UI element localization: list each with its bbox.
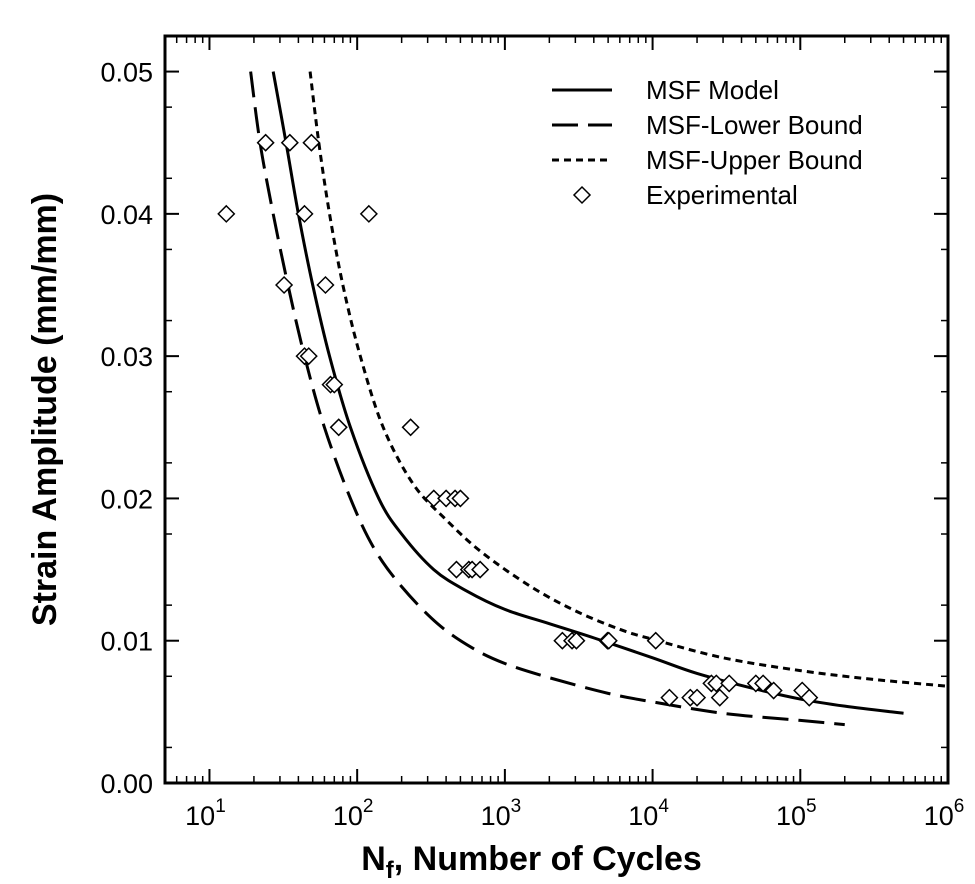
experimental-point: [707, 674, 726, 693]
y-axis-title: Strain Amplitude (mm/mm): [26, 193, 64, 626]
ticks-layer: 0.00 0.01 0.02 0.03 0.04 0.05 101 102 103 104 105 1…: [100, 35, 965, 831]
experimental-point: [451, 489, 470, 508]
legend-label: Experimental: [646, 180, 798, 210]
x-axis-title-rest: , Number of Cycles: [394, 840, 702, 878]
experimental-point: [764, 681, 783, 700]
legend-label: MSF-Lower Bound: [646, 110, 863, 140]
experimental-point: [754, 674, 773, 693]
x-tick-label: 103: [481, 796, 522, 831]
experimental-point: [329, 418, 348, 437]
experimental-point: [599, 631, 618, 650]
x-tick-label: 104: [628, 796, 669, 831]
experimental-point: [447, 560, 466, 579]
markers-layer: [217, 133, 819, 707]
experimental-point: [660, 688, 679, 707]
experimental-point: [295, 204, 314, 223]
experimental-point: [275, 275, 294, 295]
experimental-point: [471, 560, 490, 579]
y-tick-label: 0.05: [100, 58, 153, 88]
experimental-point: [800, 688, 819, 707]
x-axis-title-main: N: [361, 840, 386, 878]
x-axis-title-sub: f: [386, 857, 395, 884]
experimental-point: [280, 133, 299, 152]
legend-label: MSF Model: [646, 75, 779, 105]
x-tick-label: 106: [924, 796, 965, 831]
x-tick-label: 102: [333, 796, 374, 831]
experimental-point: [424, 489, 443, 508]
experimental-point: [720, 674, 739, 693]
experimental-point: [302, 133, 321, 152]
y-tick-label: 0.01: [100, 627, 153, 657]
plot-frame: [163, 34, 950, 785]
series-msf-upper-bound-line: [308, 71, 949, 688]
experimental-point: [299, 347, 318, 366]
experimental-point: [710, 688, 729, 707]
y-tick-label: 0.02: [100, 484, 153, 514]
experimental-point: [325, 375, 344, 394]
y-tick-label: 0.04: [100, 200, 153, 230]
legend-label: MSF-Upper Bound: [646, 145, 863, 175]
legend-swatch-diamond: [572, 185, 592, 205]
experimental-point: [646, 631, 665, 650]
experimental-point: [256, 133, 275, 152]
y-tick-label: 0.00: [100, 769, 153, 799]
x-tick-label: 101: [185, 796, 226, 831]
series-msf-lower-bound-line: [249, 71, 845, 727]
experimental-point: [567, 631, 586, 650]
x-axis-title: Nf, Number of Cycles: [361, 840, 702, 884]
experimental-point: [401, 418, 420, 437]
experimental-point: [217, 204, 236, 223]
x-tick-label: 105: [776, 796, 817, 831]
experimental-point: [687, 688, 707, 707]
experimental-point: [316, 275, 335, 295]
experimental-point: [359, 204, 378, 223]
y-tick-label: 0.03: [100, 342, 153, 372]
legend: MSF Model MSF-Lower Bound MSF-Upper Bound E…: [552, 75, 863, 210]
